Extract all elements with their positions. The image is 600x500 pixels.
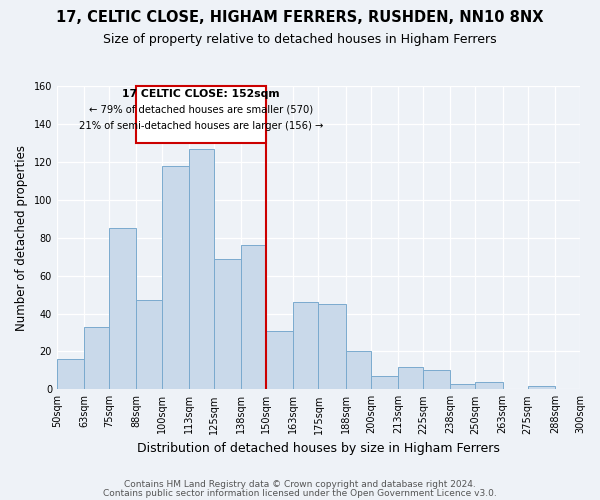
Bar xyxy=(346,352,371,390)
Bar xyxy=(109,228,136,390)
Y-axis label: Number of detached properties: Number of detached properties xyxy=(15,145,28,331)
Text: Contains public sector information licensed under the Open Government Licence v3: Contains public sector information licen… xyxy=(103,489,497,498)
Text: Contains HM Land Registry data © Crown copyright and database right 2024.: Contains HM Land Registry data © Crown c… xyxy=(124,480,476,489)
Text: ← 79% of detached houses are smaller (570): ← 79% of detached houses are smaller (57… xyxy=(89,104,313,114)
Bar xyxy=(423,370,450,390)
Text: 21% of semi-detached houses are larger (156) →: 21% of semi-detached houses are larger (… xyxy=(79,121,323,131)
Bar xyxy=(161,166,189,390)
Text: 17, CELTIC CLOSE, HIGHAM FERRERS, RUSHDEN, NN10 8NX: 17, CELTIC CLOSE, HIGHAM FERRERS, RUSHDE… xyxy=(56,10,544,25)
Text: 17 CELTIC CLOSE: 152sqm: 17 CELTIC CLOSE: 152sqm xyxy=(122,89,280,99)
Bar xyxy=(398,366,423,390)
Bar xyxy=(527,386,555,390)
FancyBboxPatch shape xyxy=(136,86,266,144)
Bar xyxy=(293,302,319,390)
Bar xyxy=(57,359,84,390)
Text: Size of property relative to detached houses in Higham Ferrers: Size of property relative to detached ho… xyxy=(103,32,497,46)
Bar xyxy=(189,149,214,390)
Bar xyxy=(475,382,503,390)
Bar xyxy=(241,246,266,390)
X-axis label: Distribution of detached houses by size in Higham Ferrers: Distribution of detached houses by size … xyxy=(137,442,500,455)
Bar xyxy=(266,330,293,390)
Bar xyxy=(319,304,346,390)
Bar xyxy=(136,300,161,390)
Bar xyxy=(84,327,109,390)
Bar xyxy=(371,376,398,390)
Bar xyxy=(450,384,475,390)
Bar xyxy=(214,258,241,390)
